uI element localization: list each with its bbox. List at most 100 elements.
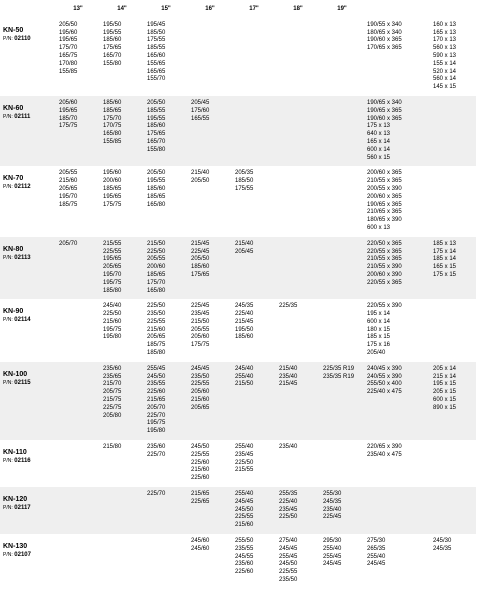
- cell: 205 x 14 215 x 14 195 x 15 205 x 15 600 …: [430, 362, 476, 440]
- cell: 225/50 235/50 225/55 215/60 205/65 185/7…: [144, 299, 188, 362]
- row-pn: P/N: 02117: [3, 505, 31, 511]
- cell: 275/30 265/35 255/40 245/45: [364, 534, 430, 589]
- cell: 255/50 235/55 245/55 235/60 225/60: [232, 534, 276, 589]
- cell: 225/45 235/45 215/50 205/55 205/60 175/7…: [188, 299, 232, 362]
- cell: [56, 534, 100, 589]
- cell: [320, 18, 364, 96]
- row-name: KN-70: [3, 174, 53, 183]
- header-col-7: 19": [320, 0, 364, 18]
- cell: 215/40 205/50: [188, 166, 232, 236]
- cell: 205/45 175/60 165/55: [188, 96, 232, 166]
- cell: [320, 166, 364, 236]
- cell: 190/65 x 340 190/65 x 365 190/60 x 365 1…: [364, 96, 430, 166]
- row-name: KN-90: [3, 307, 53, 316]
- cell: [100, 534, 144, 589]
- cell: 190/55 x 340 180/65 x 340 190/60 x 365 1…: [364, 18, 430, 96]
- row-name: KN-60: [3, 104, 53, 113]
- row-label-KN-120: KN-120P/N: 02117: [0, 487, 56, 534]
- cell: 185 x 13 175 x 14 185 x 14 165 x 15 175 …: [430, 237, 476, 300]
- row-pn: P/N: 02115: [3, 380, 31, 386]
- header-col-3: 15": [144, 0, 188, 18]
- cell: [232, 18, 276, 96]
- cell: 205/60 195/65 185/70 175/75: [56, 96, 100, 166]
- cell: 215/45 225/45 205/50 185/60 175/65: [188, 237, 232, 300]
- cell: [56, 440, 100, 487]
- header-col-6: 18": [276, 0, 320, 18]
- cell: [364, 487, 430, 534]
- cell: 245/35 225/40 215/45 195/50 185/60: [232, 299, 276, 362]
- cell: [144, 534, 188, 589]
- cell: 215/40 205/45: [232, 237, 276, 300]
- cell: [188, 18, 232, 96]
- row-label-KN-90: KN-90P/N: 02114: [0, 299, 56, 362]
- row-label-KN-130: KN-130P/N: 02107: [0, 534, 56, 589]
- cell: 205/50 185/55 195/55 185/60 175/65 165/7…: [144, 96, 188, 166]
- cell: 220/50 x 365 220/55 x 365 210/55 x 365 2…: [364, 237, 430, 300]
- cell: [430, 440, 476, 487]
- cell: 215/40 235/40 215/45: [276, 362, 320, 440]
- row-label-KN-100: KN-100P/N: 02115: [0, 362, 56, 440]
- row-pn: P/N: 02110: [3, 36, 31, 42]
- row-name: KN-50: [3, 26, 53, 35]
- cell: 215/65 225/65: [188, 487, 232, 534]
- cell: [276, 237, 320, 300]
- cell: [320, 237, 364, 300]
- cell: [430, 299, 476, 362]
- cell: 255/45 245/50 235/55 225/60 215/65 205/7…: [144, 362, 188, 440]
- cell: 255/40 235/45 225/50 215/55: [232, 440, 276, 487]
- cell: 245/50 225/55 225/60 215/60 225/60: [188, 440, 232, 487]
- cell: [232, 96, 276, 166]
- cell: 255/30 245/35 235/40 225/45: [320, 487, 364, 534]
- cell: 245/30 245/35: [430, 534, 476, 589]
- row-name: KN-130: [3, 542, 53, 551]
- cell: [276, 18, 320, 96]
- cell: 235/60 225/70: [144, 440, 188, 487]
- cell: 275/40 245/45 255/45 245/50 225/55 235/5…: [276, 534, 320, 589]
- row-pn: P/N: 02116: [3, 458, 31, 464]
- cell: 160 x 13 165 x 13 170 x 13 560 x 13 590 …: [430, 18, 476, 96]
- cell: [320, 440, 364, 487]
- cell: 205/70: [56, 237, 100, 300]
- cell: 245/40 255/40 215/50: [232, 362, 276, 440]
- cell: [100, 487, 144, 534]
- cell: [276, 166, 320, 236]
- cell: 185/60 185/65 175/70 170/75 165/80 155/8…: [100, 96, 144, 166]
- cell: 240/45 x 390 240/55 x 390 255/50 x 400 2…: [364, 362, 430, 440]
- cell: 220/65 x 390 235/40 x 475: [364, 440, 430, 487]
- cell: 295/30 255/40 255/45 245/45: [320, 534, 364, 589]
- header-blank: [0, 0, 56, 18]
- cell: [430, 487, 476, 534]
- cell: 195/60 200/60 185/65 195/65 175/75: [100, 166, 144, 236]
- cell: 205/55 215/60 205/65 195/70 185/75: [56, 166, 100, 236]
- cell: 215/50 225/50 205/55 200/60 185/65 175/7…: [144, 237, 188, 300]
- cell: 255/40 245/45 245/50 225/55 215/60: [232, 487, 276, 534]
- cell: 195/50 195/55 185/60 175/65 165/70 155/8…: [100, 18, 144, 96]
- row-pn: P/N: 02113: [3, 255, 31, 261]
- cell: 225/35: [276, 299, 320, 362]
- row-pn: P/N: 02112: [3, 184, 31, 190]
- cell: [276, 96, 320, 166]
- cell: 235/60 235/65 215/70 205/75 215/75 225/7…: [100, 362, 144, 440]
- header-col-2: 14": [100, 0, 144, 18]
- header-col-1: 13": [56, 0, 100, 18]
- header-col-5: 17": [232, 0, 276, 18]
- row-pn: P/N: 02114: [3, 317, 31, 323]
- header-col-4: 16": [188, 0, 232, 18]
- cell: 225/35 R19 235/35 R19: [320, 362, 364, 440]
- row-name: KN-110: [3, 448, 53, 457]
- row-label-KN-60: KN-60P/N: 02111: [0, 96, 56, 166]
- cell: 205/50 195/60 195/65 175/70 165/75 170/8…: [56, 18, 100, 96]
- cell: [430, 166, 476, 236]
- row-label-KN-50: KN-50P/N: 02110: [0, 18, 56, 96]
- cell: [430, 96, 476, 166]
- cell: 215/55 225/55 195/65 205/65 195/70 195/7…: [100, 237, 144, 300]
- row-name: KN-80: [3, 245, 53, 254]
- cell: 220/55 x 390 195 x 14 600 x 14 180 x 15 …: [364, 299, 430, 362]
- cell: 245/60 245/60: [188, 534, 232, 589]
- cell: 215/80: [100, 440, 144, 487]
- row-name: KN-100: [3, 370, 53, 379]
- header-col-8: [364, 0, 430, 18]
- cell: 195/45 185/50 175/55 185/55 165/60 155/6…: [144, 18, 188, 96]
- cell: 255/35 225/40 235/45 225/50: [276, 487, 320, 534]
- cell: [56, 299, 100, 362]
